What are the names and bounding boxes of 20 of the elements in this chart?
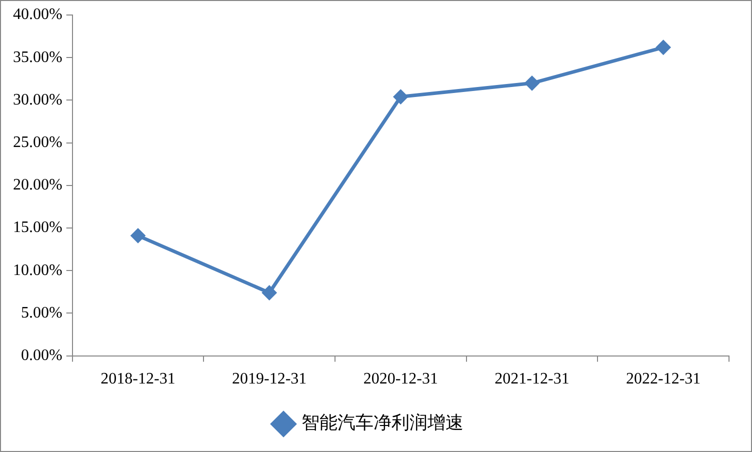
- point: [130, 228, 146, 244]
- y-tick-label: 0.00%: [21, 347, 62, 364]
- x-tick-label: 2021-12-31: [494, 370, 570, 388]
- x-tick-label: 2022-12-31: [626, 370, 701, 388]
- y-tick-label: 35.00%: [13, 48, 62, 66]
- legend-label: 智能汽车净利润增速: [302, 412, 464, 433]
- y-tick-label: 25.00%: [13, 134, 62, 152]
- y-tick-label: 20.00%: [13, 176, 62, 194]
- x-tick-label: 2020-12-31: [363, 370, 438, 388]
- y-tick-label: 15.00%: [13, 219, 62, 236]
- x-tick-label: 2019-12-31: [232, 370, 307, 388]
- point: [393, 89, 408, 104]
- y-tick-label: 30.00%: [13, 91, 62, 108]
- x-tick-label: 2018-12-31: [100, 370, 176, 388]
- point: [262, 285, 277, 300]
- point: [524, 76, 540, 91]
- y-tick-label: 10.00%: [13, 262, 62, 279]
- y-tick-label: 5.00%: [21, 304, 62, 322]
- point: [656, 40, 671, 55]
- y-tick-label: 40.00%: [13, 6, 62, 24]
